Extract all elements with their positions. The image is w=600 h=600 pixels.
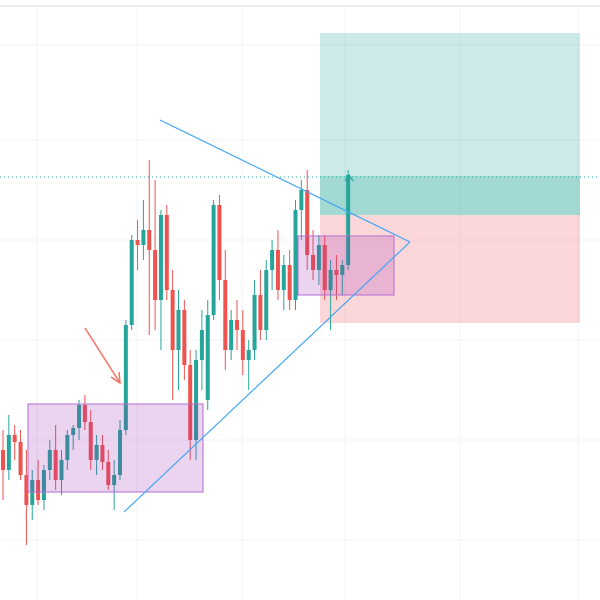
candle-body — [59, 460, 64, 480]
candle-body — [53, 450, 58, 480]
candle-body — [129, 240, 134, 325]
candle-body — [65, 435, 70, 460]
candle-body — [94, 445, 99, 460]
zone-box — [297, 235, 395, 296]
candle-body — [322, 245, 327, 290]
candle-body — [176, 310, 181, 350]
arrow — [84, 327, 121, 385]
candle-body — [36, 480, 41, 500]
candle-body — [287, 265, 292, 300]
candle-body — [311, 255, 316, 270]
candle-body — [118, 430, 122, 475]
candle-body — [299, 190, 304, 210]
candle-body — [100, 445, 105, 462]
candle-body — [281, 265, 286, 290]
candle-body — [47, 450, 52, 470]
candle-body — [293, 210, 298, 300]
zone-box — [27, 403, 204, 493]
candles — [1, 160, 351, 545]
candle-body — [205, 315, 210, 400]
candle-body — [275, 250, 280, 290]
candle-body — [147, 230, 152, 250]
candle-body — [153, 250, 158, 300]
candle-body — [141, 230, 146, 245]
candle-body — [305, 190, 310, 255]
candle-body — [194, 360, 199, 440]
candle-body — [164, 215, 169, 290]
candle-body — [123, 325, 128, 430]
grid — [0, 8, 600, 600]
candle-body — [258, 295, 263, 330]
arrow-head — [344, 173, 354, 182]
arrow-head — [110, 371, 121, 385]
candle-body — [71, 428, 76, 435]
candle-body — [270, 250, 275, 270]
candle-body — [334, 270, 339, 275]
candle-body — [264, 270, 269, 330]
candle-body — [229, 320, 234, 350]
candle-body — [106, 462, 111, 485]
candle-body — [328, 270, 333, 290]
candle-body — [211, 205, 216, 315]
candle-body — [158, 215, 163, 300]
candle-body — [112, 475, 117, 485]
candle-body — [18, 442, 23, 475]
profit-zone — [320, 33, 580, 215]
candle-body — [182, 310, 187, 365]
candle-body — [240, 330, 245, 360]
candle-body — [316, 245, 321, 270]
candle-body — [252, 295, 257, 350]
candle-body — [170, 290, 175, 350]
profit-filled — [320, 176, 580, 215]
candle-body — [235, 320, 239, 330]
candle-body — [246, 350, 251, 360]
candle-body — [82, 405, 87, 422]
candle-body — [340, 265, 345, 275]
candle-body — [188, 365, 193, 440]
candle-body — [346, 175, 351, 265]
candle-body — [135, 240, 140, 245]
candle-body — [223, 280, 228, 350]
trendline — [159, 119, 411, 243]
candle-body — [88, 422, 93, 460]
candle-body — [12, 435, 17, 442]
candle-body — [77, 405, 82, 428]
candle-body — [6, 435, 11, 470]
arrow — [344, 173, 354, 182]
candle-body — [1, 450, 5, 470]
candle-body — [217, 205, 222, 280]
candle-body — [24, 475, 29, 505]
candle-body — [41, 470, 46, 500]
candle-body — [199, 330, 204, 360]
arrow-shaft — [84, 327, 121, 384]
trendline — [123, 241, 411, 513]
loss-zone — [320, 215, 580, 323]
